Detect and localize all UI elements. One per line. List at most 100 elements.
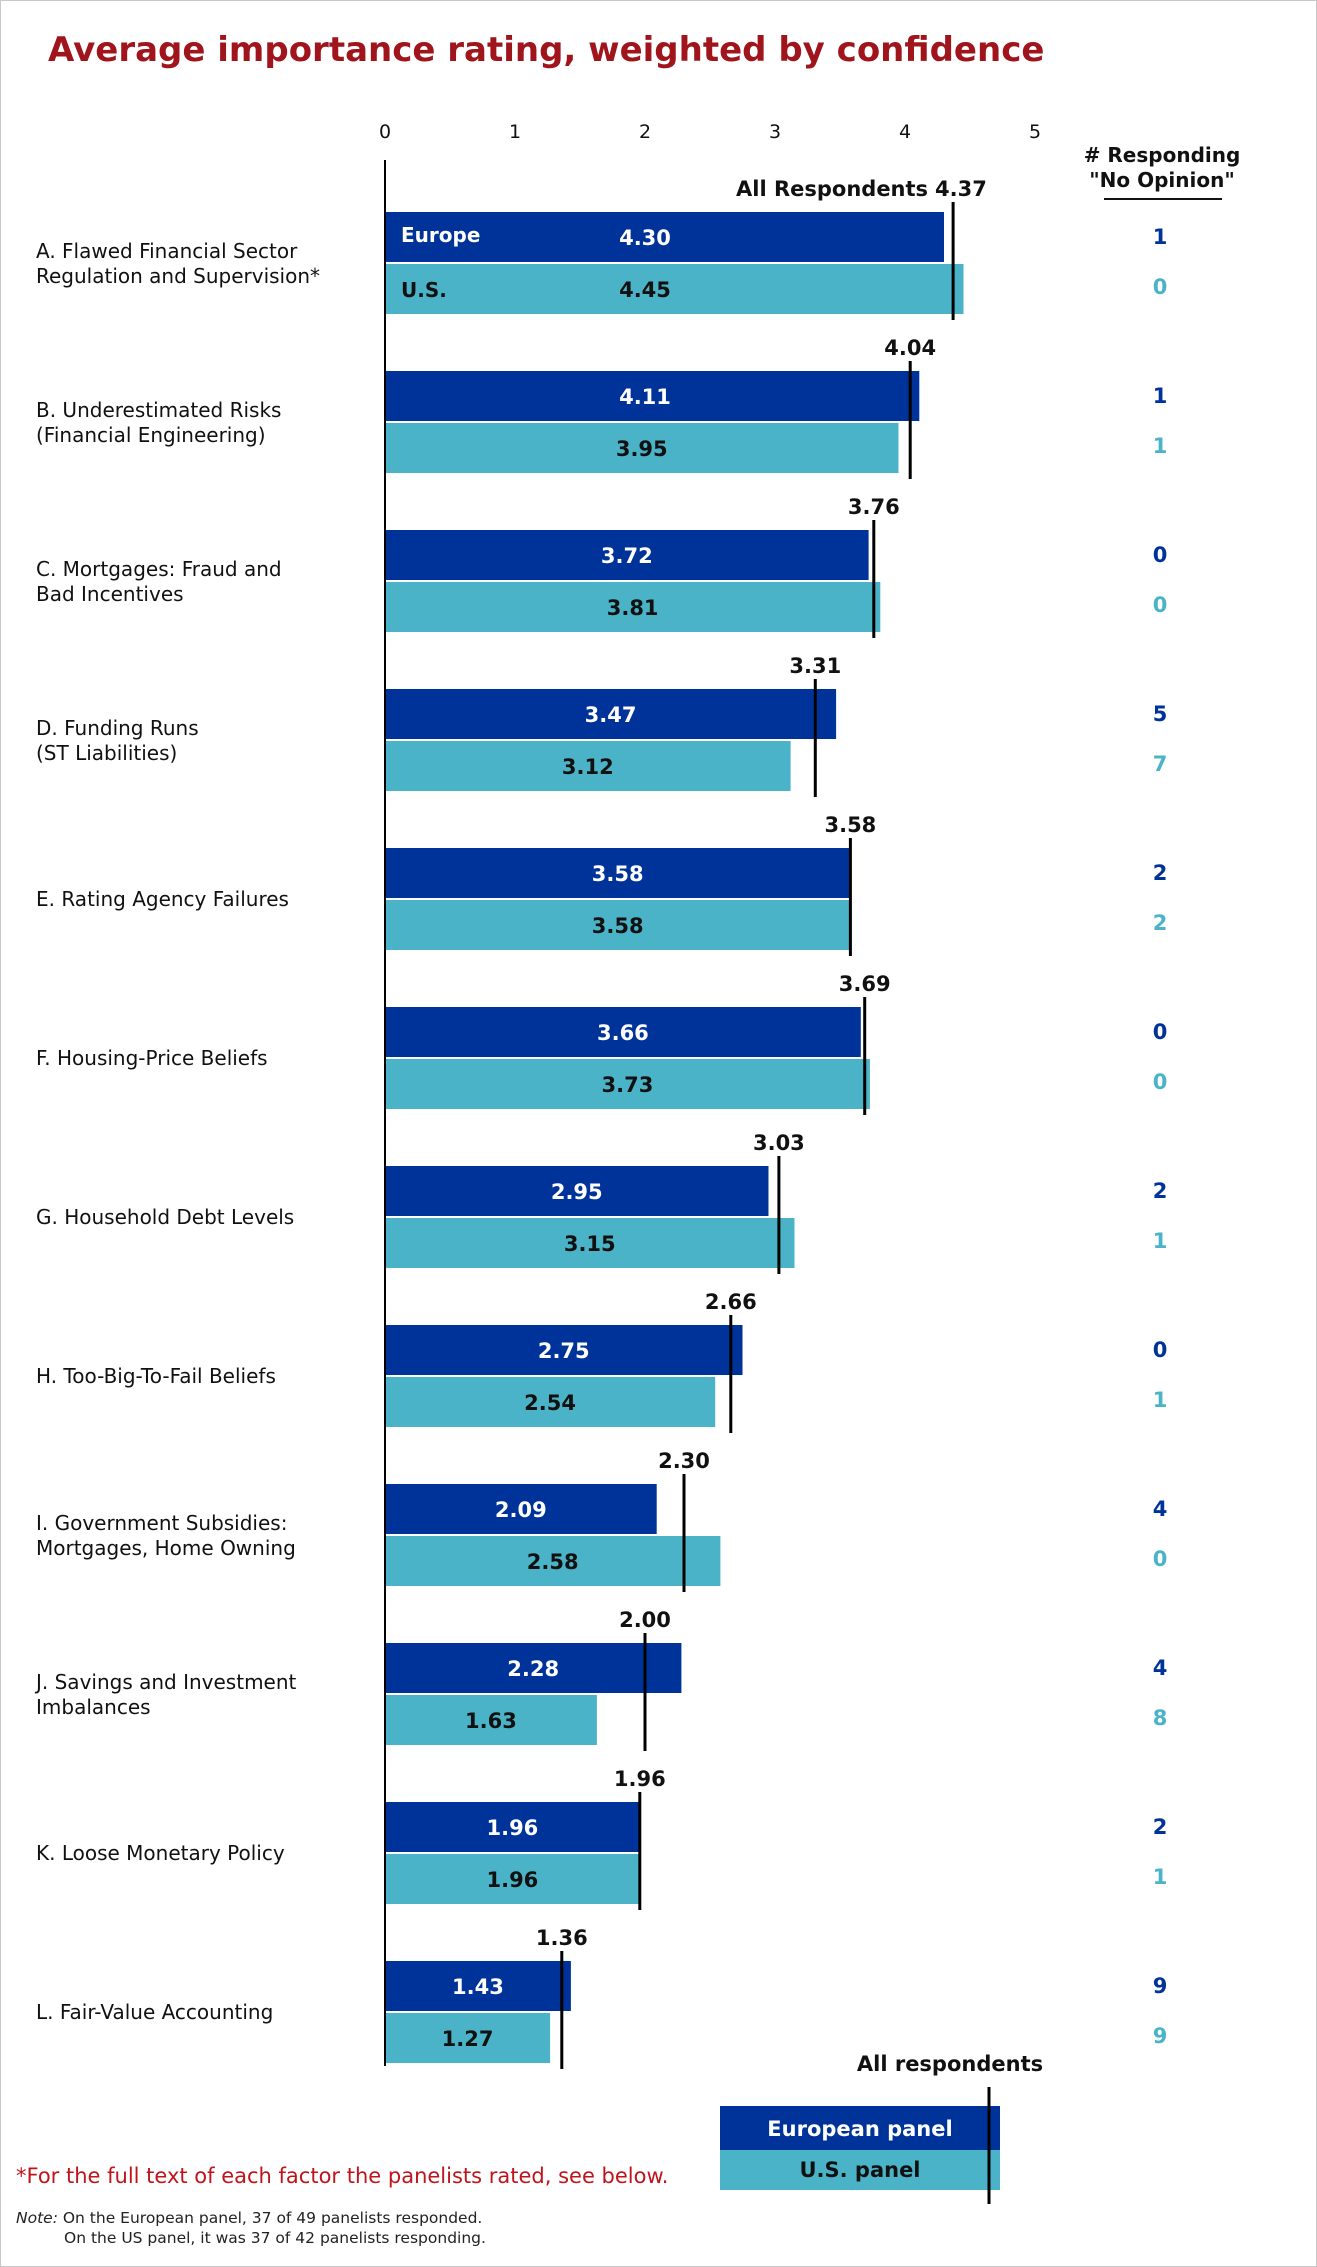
note-label: Note: xyxy=(16,2209,58,2227)
us-series-label: U.S. xyxy=(401,278,447,302)
no-opinion-us: 7 xyxy=(1153,752,1168,776)
legend-europe-swatch xyxy=(720,2106,1000,2150)
us-bar xyxy=(385,423,899,473)
us-value-label: 2.58 xyxy=(527,1550,579,1574)
category-label-line-2: (Financial Engineering) xyxy=(36,423,266,447)
europe-value-label: 3.47 xyxy=(585,703,637,727)
category-label: F. Housing-Price Beliefs xyxy=(36,1046,268,1070)
all-value-label: 2.66 xyxy=(705,1290,757,1314)
us-bar xyxy=(385,1377,716,1427)
us-bar xyxy=(385,1218,795,1268)
europe-bar xyxy=(385,530,869,580)
all-value-label: 4.04 xyxy=(884,336,936,360)
europe-value-label: 4.30 xyxy=(619,226,671,250)
europe-bar xyxy=(385,1643,682,1693)
category-label-line-1: B. Underestimated Risks xyxy=(36,398,281,422)
europe-value-label: 2.75 xyxy=(538,1339,590,1363)
all-value-label: 3.69 xyxy=(839,972,891,996)
us-value-label: 3.95 xyxy=(616,437,668,461)
us-bar xyxy=(385,900,851,950)
us-value-label: 1.27 xyxy=(442,2027,494,2051)
europe-value-label: 4.11 xyxy=(619,385,671,409)
us-value-label: 1.63 xyxy=(465,1709,517,1733)
all-value-label: 2.00 xyxy=(619,1608,671,1632)
us-bar xyxy=(385,1854,640,1904)
us-value-label: 4.45 xyxy=(619,278,671,302)
x-tick-label: 4 xyxy=(899,121,911,143)
no-opinion-us: 0 xyxy=(1153,1547,1168,1571)
no-opinion-europe: 2 xyxy=(1153,1179,1168,1203)
x-tick-label: 0 xyxy=(379,121,391,143)
category-label-line-2: Regulation and Supervision* xyxy=(36,264,320,288)
no-opinion-europe: 9 xyxy=(1153,1974,1168,1998)
europe-value-label: 2.28 xyxy=(507,1657,559,1681)
europe-bar xyxy=(385,1007,861,1057)
europe-bar xyxy=(385,1325,743,1375)
legend-europe-label: European panel xyxy=(767,2117,952,2141)
x-tick-label: 3 xyxy=(769,121,781,143)
europe-value-label: 1.96 xyxy=(486,1816,538,1840)
europe-bar xyxy=(385,1484,657,1534)
no-opinion-header-line-1: # Responding xyxy=(1084,143,1241,167)
category-label-line-1: C. Mortgages: Fraud and xyxy=(36,557,282,581)
us-value-label: 3.81 xyxy=(607,596,659,620)
category-label: K. Loose Monetary Policy xyxy=(36,1841,285,1865)
no-opinion-europe: 4 xyxy=(1153,1497,1168,1521)
x-tick-label: 5 xyxy=(1029,121,1041,143)
chart-title: Average importance rating, weighted by c… xyxy=(48,30,1045,70)
all-value-label: 3.31 xyxy=(789,654,841,678)
no-opinion-us: 0 xyxy=(1153,1070,1168,1094)
x-tick-label: 2 xyxy=(639,121,651,143)
europe-bar xyxy=(385,1166,769,1216)
us-bar xyxy=(385,264,964,314)
category-label: E. Rating Agency Failures xyxy=(36,887,289,911)
no-opinion-us: 1 xyxy=(1153,1388,1168,1412)
category-label: G. Household Debt Levels xyxy=(36,1205,294,1229)
x-tick-label: 1 xyxy=(509,121,521,143)
no-opinion-us: 8 xyxy=(1153,1706,1168,1730)
europe-value-label: 1.43 xyxy=(452,1975,504,1999)
category-label-line-2: Imbalances xyxy=(36,1695,151,1719)
category-label-line-1: A. Flawed Financial Sector xyxy=(36,239,298,263)
us-value-label: 1.96 xyxy=(486,1868,538,1892)
no-opinion-europe: 4 xyxy=(1153,1656,1168,1680)
category-label-line-2: Bad Incentives xyxy=(36,582,184,606)
us-value-label: 3.58 xyxy=(592,914,644,938)
category-label-line-1: D. Funding Runs xyxy=(36,716,199,740)
note-text-1: On the European panel, 37 of 49 panelist… xyxy=(62,2209,483,2227)
all-value-label: 3.76 xyxy=(848,495,900,519)
europe-bar xyxy=(385,689,837,739)
legend-us-swatch xyxy=(720,2150,1000,2190)
us-value-label: 3.12 xyxy=(562,755,614,779)
category-label-line-1: I. Government Subsidies: xyxy=(36,1511,287,1535)
all-value-label: 1.96 xyxy=(614,1767,666,1791)
category-label: H. Too-Big-To-Fail Beliefs xyxy=(36,1364,276,1388)
no-opinion-europe: 2 xyxy=(1153,1815,1168,1839)
category-label-line-2: Mortgages, Home Owning xyxy=(36,1536,296,1560)
no-opinion-europe: 0 xyxy=(1153,1338,1168,1362)
all-value-label: 3.03 xyxy=(753,1131,805,1155)
europe-bar xyxy=(385,212,944,262)
note-line-1: Note: On the European panel, 37 of 49 pa… xyxy=(16,2208,486,2228)
panel-note: Note: On the European panel, 37 of 49 pa… xyxy=(16,2208,486,2248)
europe-series-label: Europe xyxy=(401,223,480,247)
no-opinion-us: 1 xyxy=(1153,1229,1168,1253)
no-opinion-us: 1 xyxy=(1153,434,1168,458)
no-opinion-us: 1 xyxy=(1153,1865,1168,1889)
no-opinion-europe: 0 xyxy=(1153,543,1168,567)
europe-value-label: 3.66 xyxy=(597,1021,649,1045)
us-bar xyxy=(385,1536,721,1586)
all-value-label: 4.37 xyxy=(935,177,987,201)
no-opinion-us: 9 xyxy=(1153,2024,1168,2048)
europe-value-label: 3.58 xyxy=(592,862,644,886)
no-opinion-header-line-2: "No Opinion" xyxy=(1089,168,1235,192)
no-opinion-us: 0 xyxy=(1153,275,1168,299)
note-line-2: On the US panel, it was 37 of 42 panelis… xyxy=(64,2229,486,2247)
no-opinion-europe: 1 xyxy=(1153,225,1168,249)
no-opinion-europe: 0 xyxy=(1153,1020,1168,1044)
us-bar xyxy=(385,1695,597,1745)
us-bar xyxy=(385,2013,551,2063)
all-value-label: 1.36 xyxy=(536,1926,588,1950)
no-opinion-us: 0 xyxy=(1153,593,1168,617)
